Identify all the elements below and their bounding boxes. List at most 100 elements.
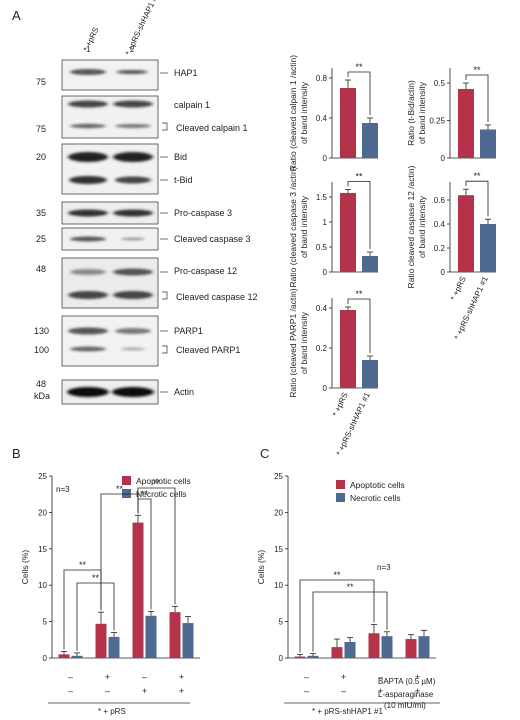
bar-chart-cell-death-shhap1-treatment-sign: + xyxy=(378,686,383,696)
bar-chart-parp-category-label: * +pRS xyxy=(331,391,350,418)
bar-chart-cell-death-prs-treatment-sign: – xyxy=(68,686,73,696)
bar-chart-cell-death-shhap1-legend-swatch xyxy=(336,493,345,502)
bar-chart-cell-death-prs-tick-label: 5 xyxy=(43,618,48,627)
bar-chart-tbid-ylabel: Ratio (t-Bid/actin) xyxy=(406,80,416,146)
panel-b-group-label: * + pRS xyxy=(98,707,126,716)
band xyxy=(68,100,108,108)
blot-label-cleaved-casp12: Cleaved caspase 12 xyxy=(176,292,258,302)
band xyxy=(115,328,151,334)
bar-chart-cell-death-prs-tick-label: 15 xyxy=(38,545,47,554)
blot-casp3: Pro-caspase 3 Cleaved caspase 3 35 25 xyxy=(36,201,251,251)
bar-chart-cell-death-prs-treatment-sign: – xyxy=(142,672,147,682)
bar-chart-casp3-tick-label: 1.5 xyxy=(316,193,328,202)
blot-hap1: HAP1 75 xyxy=(36,59,198,91)
bar-chart-casp12-tick-label: 0.6 xyxy=(434,196,446,205)
blot-label-bid: Bid xyxy=(174,152,187,162)
bar-chart-cell-death-shhap1-bar-necrotic xyxy=(381,636,393,658)
mw-cleaved-casp3: 25 xyxy=(36,234,46,244)
bar-chart-calpain-ylabel: of band intensity xyxy=(299,81,309,144)
blot-label-procasp3: Pro-caspase 3 xyxy=(174,208,232,218)
bar-chart-parp-tick-label: 0 xyxy=(323,384,328,393)
bracket xyxy=(162,291,168,300)
mw-calpain: 75 xyxy=(36,124,46,134)
bar-chart-parp-significance xyxy=(347,298,371,353)
bar-chart-casp3-bar-shhap1 xyxy=(362,256,378,272)
bar-chart-tbid-tick-label: 0.25 xyxy=(429,117,445,126)
bar-chart-cell-death-shhap1-legend-label: Apoptotic cells xyxy=(350,480,405,490)
bar-chart-cell-death-prs-bar-necrotic xyxy=(182,623,194,658)
bar-chart-cell-death-shhap1-tick-label: 0 xyxy=(279,654,284,663)
bar-chart-cell-death-shhap1-bar-necrotic xyxy=(418,636,430,658)
bar-chart-calpain-tick-label: 0.8 xyxy=(316,74,328,83)
bar-chart-cell-death-prs-tick-label: 25 xyxy=(38,472,47,481)
bar-chart-cell-death-shhap1-ylabel: Cells (%) xyxy=(256,550,266,585)
bar-chart-cell-death-shhap1-treatment-sign: + xyxy=(415,672,420,682)
bar-chart-cell-death-prs-significance xyxy=(100,493,139,611)
bar-chart-tbid-ylabel: of band intensity xyxy=(417,81,427,144)
bar-chart-calpain-bar-prs xyxy=(340,88,356,158)
bar-chart-parp-bar-prs xyxy=(340,310,356,388)
band xyxy=(67,387,109,397)
bracket xyxy=(162,345,168,354)
panel-c-n-label: n=3 xyxy=(377,563,391,572)
blot-frame-casp3 xyxy=(61,201,159,225)
bar-chart-cell-death-prs-legend-label: Necrotic cells xyxy=(136,489,187,499)
mw-casp3: 35 xyxy=(36,208,46,218)
mw-hap1: 75 xyxy=(36,77,46,87)
bar-chart-calpain-tick-label: 0 xyxy=(323,154,328,163)
band xyxy=(70,123,106,129)
bar-chart-cell-death-shhap1-treatment-sign: – xyxy=(341,686,346,696)
bar-chart-cell-death-prs-significance-label: ** xyxy=(116,484,124,494)
bar-chart-casp12-ylabel: Ratio cleaved caspase 12 /actin) xyxy=(406,165,416,288)
blot-frame-parp xyxy=(61,315,159,367)
bar-chart-tbid-tick-label: 0.5 xyxy=(434,79,446,88)
bar-chart-casp3-significance-label: ** xyxy=(355,172,363,182)
bar-chart-cell-death-shhap1-tick-label: 10 xyxy=(274,581,283,590)
band xyxy=(121,237,145,241)
bar-chart-parp-bar-shhap1 xyxy=(362,360,378,388)
bar-chart-casp3-tick-label: 0 xyxy=(323,268,328,277)
bar-chart-cell-death-prs-bar-necrotic xyxy=(71,655,83,658)
bar-chart-cell-death-prs-significance-label: ** xyxy=(153,478,161,488)
bar-chart-cell-death-shhap1-treatment-sign: + xyxy=(415,686,420,696)
blot-casp12: Pro-caspase 12 Cleaved caspase 12 48 xyxy=(36,257,258,309)
band xyxy=(68,291,108,299)
kda-label: kDa xyxy=(34,391,50,401)
band xyxy=(116,70,148,74)
blot-frame-cleaved-casp3 xyxy=(61,227,159,251)
bar-chart-cell-death-prs-ylabel: Cells (%) xyxy=(20,550,30,585)
bar-chart-casp12-bar-prs xyxy=(458,195,474,272)
bar-chart-cell-death-shhap1-tick-label: 25 xyxy=(274,472,283,481)
bar-chart-casp3-ylabel: of band intensity xyxy=(299,195,309,258)
bar-chart-cell-death-prs-treatment-sign: + xyxy=(179,672,184,682)
bar-chart-cell-death-prs-treatment-sign: + xyxy=(142,686,147,696)
bar-chart-cell-death-shhap1-significance-label: ** xyxy=(333,570,341,580)
bar-chart-calpain-tick-label: 0.4 xyxy=(316,114,328,123)
bar-chart-calpain-bar-shhap1 xyxy=(362,123,378,158)
bar-chart-cell-death-prs-treatment-sign: – xyxy=(105,686,110,696)
bar-chart-cell-death-shhap1-legend-swatch xyxy=(336,480,345,489)
bar-chart-cell-death-shhap1-treatment-sign: – xyxy=(378,672,383,682)
bar-chart-casp12-tick-label: 0.4 xyxy=(434,220,446,229)
blot-label-cleaved-calpain: Cleaved calpain 1 xyxy=(176,123,248,133)
panel-letter-c: C xyxy=(260,446,269,461)
bar-chart-cell-death-prs-legend-swatch xyxy=(122,476,131,485)
bar-chart-cell-death-prs-treatment-sign: + xyxy=(179,686,184,696)
bar-chart-tbid-bar-prs xyxy=(458,89,474,158)
band xyxy=(69,176,107,184)
bar-chart-cell-death-prs-significance xyxy=(137,487,176,605)
bar-chart-cell-death-shhap1-bar-apoptotic xyxy=(331,647,343,658)
bar-chart-casp12-bar-shhap1 xyxy=(480,224,496,272)
band xyxy=(68,209,108,217)
panel-b-n-label: n=3 xyxy=(56,485,70,494)
bar-chart-cell-death-prs-bar-necrotic xyxy=(145,615,157,658)
panel-letter-b: B xyxy=(12,446,21,461)
bracket xyxy=(162,122,168,131)
bar-chart-cell-death-shhap1-bar-necrotic xyxy=(307,655,319,658)
mw-parp: 130 xyxy=(34,326,49,336)
lane-number-2: 2 xyxy=(130,45,135,54)
blot-bid: Bid t-Bid 20 xyxy=(36,143,193,195)
bar-chart-cell-death-shhap1-treatment-sign: – xyxy=(304,686,309,696)
